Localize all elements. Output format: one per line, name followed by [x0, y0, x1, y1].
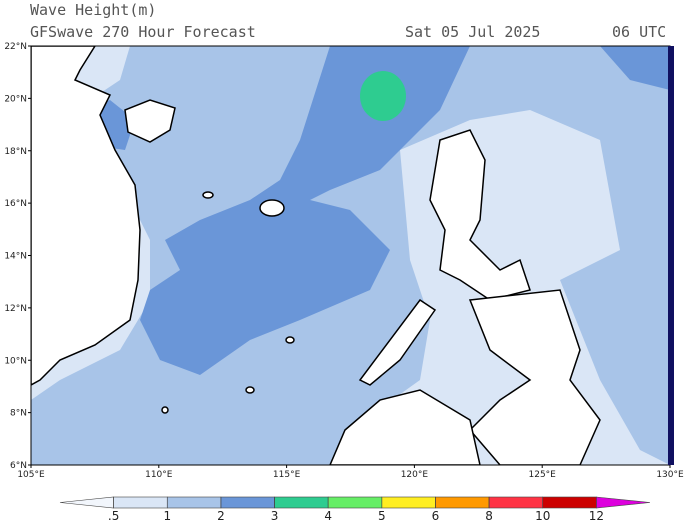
wave-field-3-4: [360, 71, 406, 121]
colorbar-box: [113, 496, 168, 509]
colorbar-box: [435, 496, 490, 509]
lat-tick-label: 20°N: [4, 94, 27, 104]
land-palawan: [358, 298, 437, 386]
colorbar-label: 2: [217, 509, 225, 523]
island: [285, 336, 295, 344]
colorbar-label: 10: [535, 509, 550, 523]
island: [245, 386, 255, 394]
colorbar-box: [166, 496, 222, 509]
subtitle: GFSwave 270 Hour Forecast: [30, 23, 256, 41]
lon-tick-label: 130°E: [656, 470, 684, 480]
colorbar-box: [488, 496, 544, 509]
lat-tick-label: 6°N: [10, 461, 27, 471]
lon-tick-label: 105°E: [17, 470, 45, 480]
island: [161, 406, 169, 414]
colorbar-triangle: [59, 496, 114, 509]
colorbar-box: [220, 496, 275, 509]
map: [30, 45, 674, 466]
lat-tick-label: 8°N: [10, 409, 27, 419]
time: 06 UTC: [612, 23, 666, 41]
colorbar-box: [327, 496, 383, 509]
map-field: [31, 46, 670, 465]
lon-tick-label: 120°E: [401, 470, 429, 480]
colorbar-triangle: [596, 496, 651, 509]
colorbar-label: 5: [378, 509, 386, 523]
land-mindanao: [468, 289, 601, 465]
island: [259, 199, 285, 217]
lat-tick-label: 16°N: [4, 199, 27, 209]
title: Wave Height(m): [30, 1, 156, 19]
wave-field-2-3: [140, 46, 470, 375]
island: [202, 191, 214, 199]
colorbar-label: 12: [589, 509, 604, 523]
land-borneo: [329, 389, 481, 465]
colorbar-box: [274, 496, 329, 509]
colorbar-box: [542, 496, 597, 509]
lon-tick-label: 115°E: [273, 470, 301, 480]
colorbar-box: [381, 496, 436, 509]
colorbar-label: .5: [108, 509, 119, 523]
lat-tick-label: 12°N: [4, 304, 27, 314]
map-edge: [668, 46, 674, 465]
lat-tick-label: 18°N: [4, 147, 27, 157]
lat-tick-label: 14°N: [4, 252, 27, 262]
colorbar-label: 3: [271, 509, 279, 523]
land-hainan: [124, 99, 176, 143]
colorbar-label: 4: [324, 509, 332, 523]
land-luzon: [429, 129, 531, 301]
lon-tick-label: 125°E: [529, 470, 557, 480]
wave-field-2-3: [600, 46, 670, 90]
colorbar-label: 1: [163, 509, 171, 523]
date: Sat 05 Jul 2025: [405, 23, 540, 41]
colorbar-label: 6: [432, 509, 440, 523]
colorbar-label: 8: [485, 509, 493, 523]
lon-tick-label: 110°E: [145, 470, 173, 480]
lat-tick-label: 10°N: [4, 356, 27, 366]
land-vietnam: [31, 46, 141, 386]
lat-tick-label: 22°N: [4, 42, 27, 52]
